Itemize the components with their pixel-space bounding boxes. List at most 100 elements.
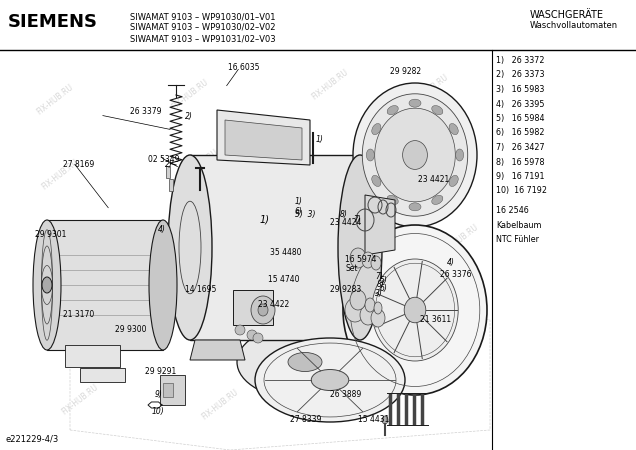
Ellipse shape xyxy=(382,416,388,424)
Text: FIX-HUB.RU: FIX-HUB.RU xyxy=(195,313,235,347)
Ellipse shape xyxy=(372,123,381,135)
Text: FIX-HUB.RU: FIX-HUB.RU xyxy=(440,223,480,257)
Ellipse shape xyxy=(343,225,487,395)
Text: NTC Fühler: NTC Fühler xyxy=(496,235,539,244)
Text: FIX-HUB.RU: FIX-HUB.RU xyxy=(310,68,350,102)
Text: 26 3889: 26 3889 xyxy=(330,390,361,399)
Text: 8)   16 5978: 8) 16 5978 xyxy=(496,158,544,166)
Text: 6): 6) xyxy=(380,284,388,293)
Ellipse shape xyxy=(33,220,61,350)
Text: 4): 4) xyxy=(447,258,455,267)
Ellipse shape xyxy=(403,140,427,169)
Text: 3): 3) xyxy=(375,289,383,298)
FancyBboxPatch shape xyxy=(160,375,185,405)
FancyBboxPatch shape xyxy=(80,368,125,382)
Ellipse shape xyxy=(372,259,458,361)
Text: 1): 1) xyxy=(295,197,303,206)
Ellipse shape xyxy=(371,256,381,270)
Ellipse shape xyxy=(350,248,366,268)
Text: 7)   26 3427: 7) 26 3427 xyxy=(496,143,544,152)
FancyBboxPatch shape xyxy=(65,345,120,367)
Polygon shape xyxy=(225,120,302,160)
Text: 02 5349: 02 5349 xyxy=(148,155,179,164)
Polygon shape xyxy=(217,110,310,165)
Text: FIX-HUB.RU: FIX-HUB.RU xyxy=(55,313,95,347)
Text: 7): 7) xyxy=(353,215,361,224)
Ellipse shape xyxy=(149,220,177,350)
Ellipse shape xyxy=(363,94,467,216)
Ellipse shape xyxy=(42,277,52,293)
Text: 15 4740: 15 4740 xyxy=(268,275,300,284)
Ellipse shape xyxy=(288,352,322,372)
Text: 27 8169: 27 8169 xyxy=(63,160,94,169)
Text: FIX-HUB.RU: FIX-HUB.RU xyxy=(200,388,240,422)
Text: SIEMENS: SIEMENS xyxy=(8,13,98,31)
Text: FIX-HUB.RU: FIX-HUB.RU xyxy=(320,153,360,187)
Ellipse shape xyxy=(449,176,459,186)
Text: 2): 2) xyxy=(165,160,173,169)
Text: 3)   16 5983: 3) 16 5983 xyxy=(496,85,544,94)
Ellipse shape xyxy=(372,176,381,186)
Text: 5)  3): 5) 3) xyxy=(295,210,315,219)
Text: FIX-HUB.RU: FIX-HUB.RU xyxy=(180,148,220,182)
Ellipse shape xyxy=(404,297,425,323)
Text: FIX-HUB.RU: FIX-HUB.RU xyxy=(430,148,470,182)
Ellipse shape xyxy=(258,304,268,316)
Polygon shape xyxy=(47,220,163,350)
Text: Waschvollautomaten: Waschvollautomaten xyxy=(530,21,618,30)
Text: 16 6035: 16 6035 xyxy=(228,63,259,72)
Text: 21 3611: 21 3611 xyxy=(420,315,451,324)
Text: 35 4480: 35 4480 xyxy=(270,248,301,257)
Text: 8): 8) xyxy=(340,210,348,219)
Polygon shape xyxy=(190,155,360,340)
Ellipse shape xyxy=(350,290,366,310)
Text: Set: Set xyxy=(345,264,357,273)
Text: WASCHGERÄTE: WASCHGERÄTE xyxy=(530,10,604,20)
Ellipse shape xyxy=(338,155,382,340)
Ellipse shape xyxy=(255,338,405,422)
Ellipse shape xyxy=(432,105,443,115)
Text: FIX-HUB.RU: FIX-HUB.RU xyxy=(410,73,450,107)
Text: 21 3170: 21 3170 xyxy=(63,310,94,319)
Text: 29 9300: 29 9300 xyxy=(115,325,146,334)
Text: 26 3376: 26 3376 xyxy=(440,270,471,279)
Text: FIX-HUB.RU: FIX-HUB.RU xyxy=(330,228,370,262)
Ellipse shape xyxy=(360,305,376,325)
Text: FIX-HUB.RU: FIX-HUB.RU xyxy=(170,78,210,112)
Ellipse shape xyxy=(251,296,275,324)
Text: 16 2546: 16 2546 xyxy=(496,206,529,215)
Text: 6)   16 5982: 6) 16 5982 xyxy=(496,129,544,138)
Text: 9)   16 7191: 9) 16 7191 xyxy=(496,172,544,181)
Text: FIX-HUB.RU: FIX-HUB.RU xyxy=(335,303,375,337)
FancyBboxPatch shape xyxy=(233,290,273,325)
Text: 29 9282: 29 9282 xyxy=(390,67,421,76)
Polygon shape xyxy=(190,340,245,360)
Text: 7): 7) xyxy=(375,272,383,281)
FancyBboxPatch shape xyxy=(163,383,173,397)
Text: 10): 10) xyxy=(152,407,165,416)
Ellipse shape xyxy=(353,83,477,227)
Text: 29 9283: 29 9283 xyxy=(330,285,361,294)
Ellipse shape xyxy=(366,149,375,161)
Text: e221229-4/3: e221229-4/3 xyxy=(6,434,59,443)
Ellipse shape xyxy=(311,369,349,391)
Text: 1): 1) xyxy=(316,135,324,144)
Text: Kabelbaum: Kabelbaum xyxy=(496,220,541,230)
Text: 23 4422: 23 4422 xyxy=(258,300,289,309)
Text: 4)   26 3395: 4) 26 3395 xyxy=(496,99,544,108)
FancyBboxPatch shape xyxy=(169,179,173,191)
Text: FIX-HUB.RU: FIX-HUB.RU xyxy=(440,298,480,332)
FancyBboxPatch shape xyxy=(166,166,170,178)
Text: SIWAMAT 9103 – WP91030/02–V02: SIWAMAT 9103 – WP91030/02–V02 xyxy=(130,23,275,32)
Text: 1): 1) xyxy=(260,215,270,225)
Ellipse shape xyxy=(168,155,212,340)
Ellipse shape xyxy=(237,324,373,400)
Text: FIX-HUB.RU: FIX-HUB.RU xyxy=(340,383,380,417)
Text: 16 5974: 16 5974 xyxy=(345,255,377,264)
Ellipse shape xyxy=(365,298,375,312)
Ellipse shape xyxy=(449,123,459,135)
Ellipse shape xyxy=(362,252,374,268)
Text: 5)   16 5984: 5) 16 5984 xyxy=(496,114,544,123)
Text: 2): 2) xyxy=(185,112,193,121)
Polygon shape xyxy=(365,195,395,255)
